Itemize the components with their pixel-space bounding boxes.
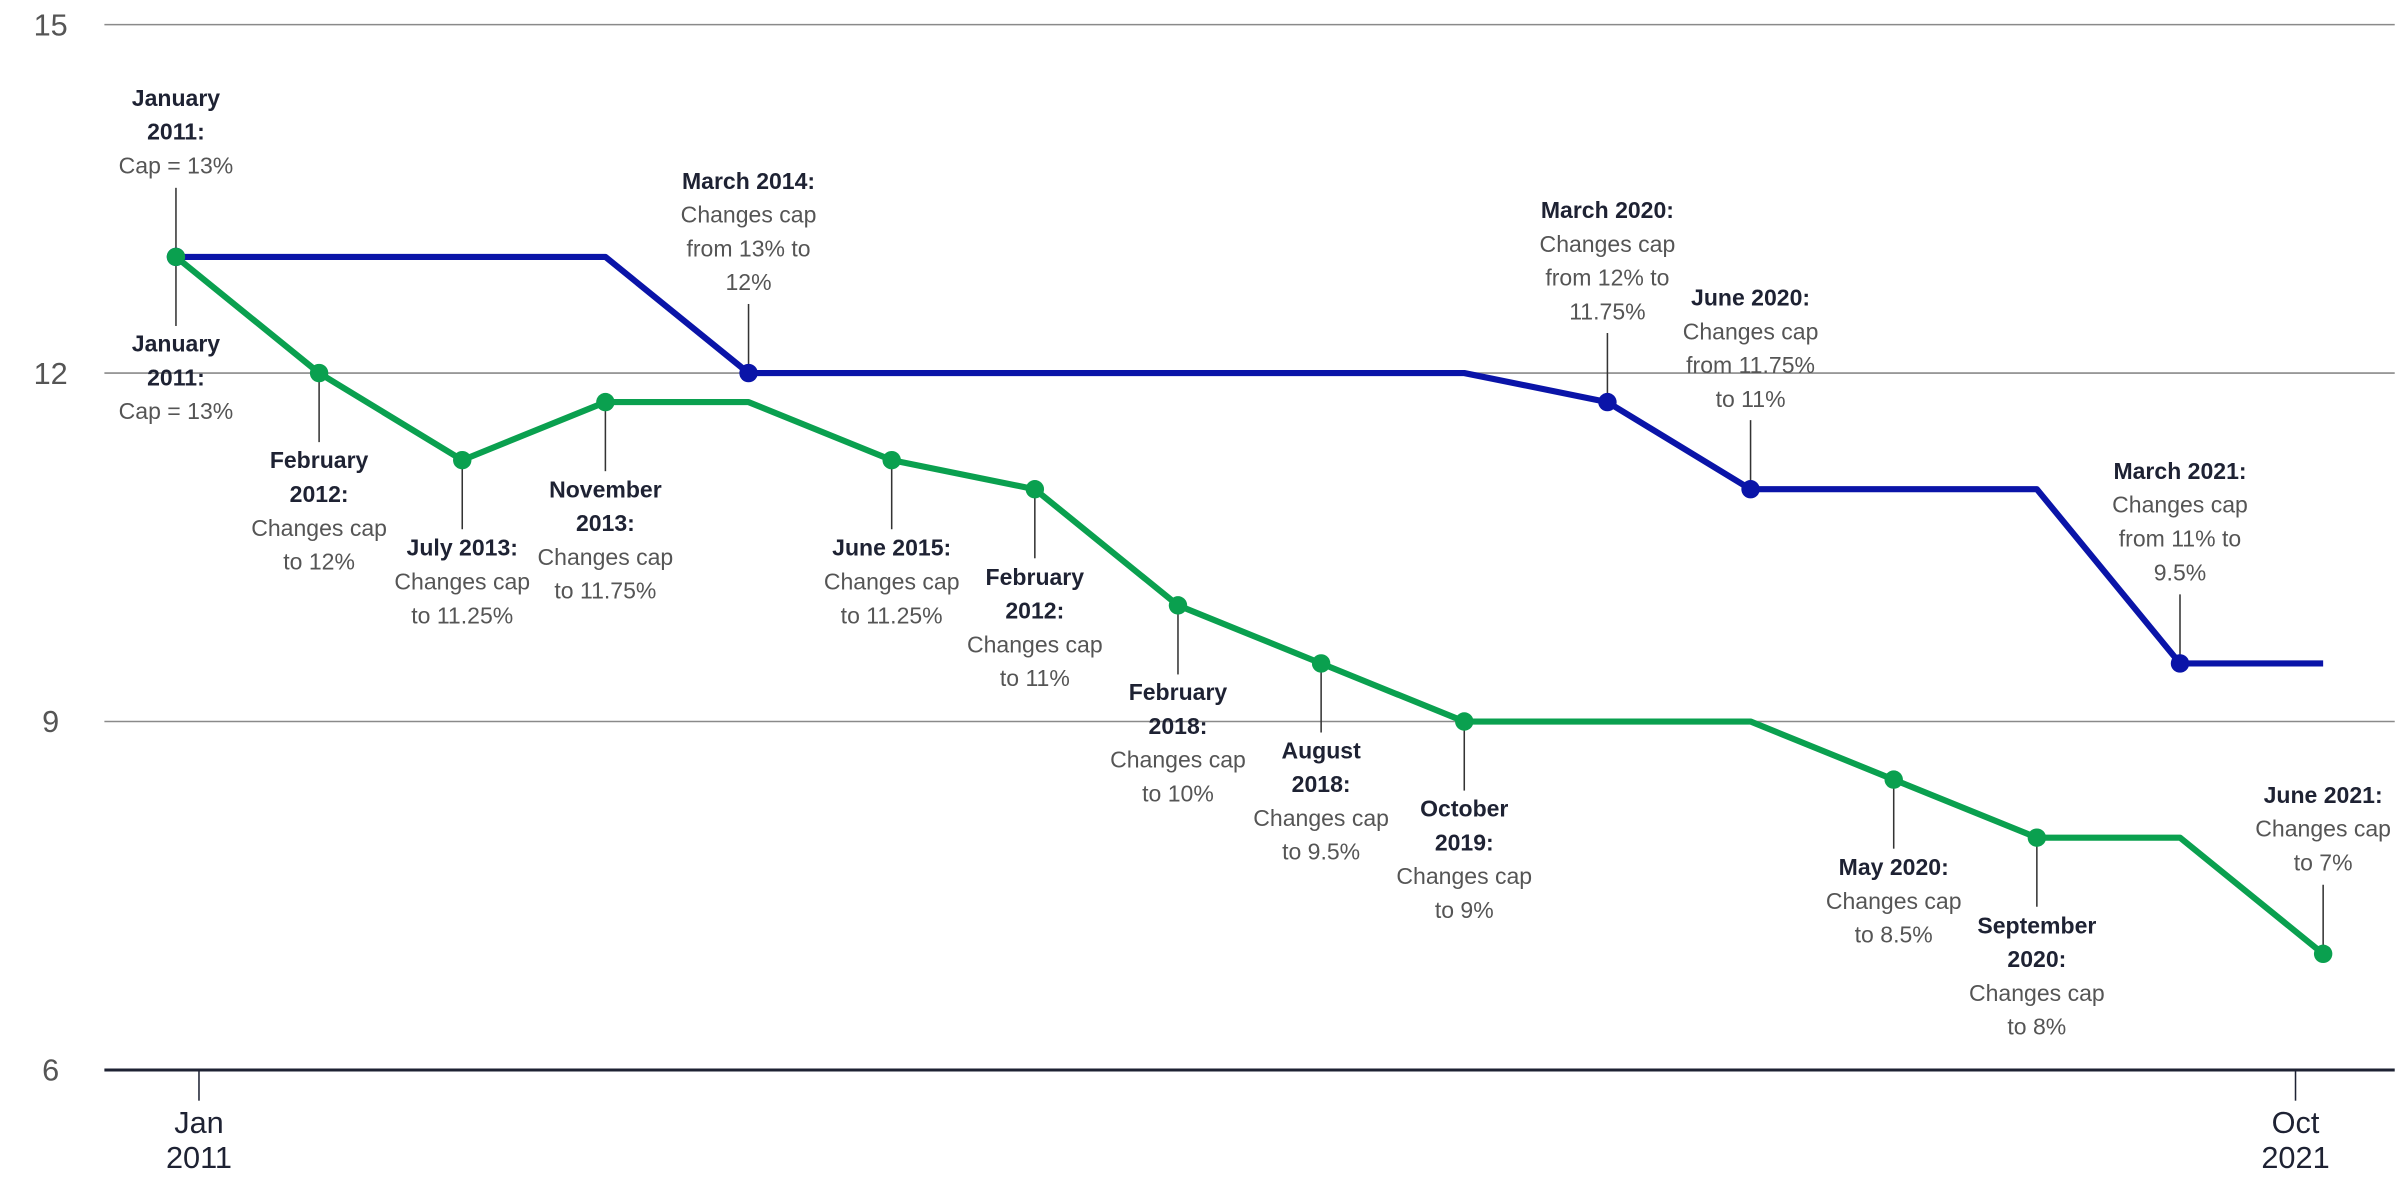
annotation-text: Changes cap to 11% xyxy=(966,631,1103,692)
point xyxy=(2027,828,2047,847)
annotation-box: February 2018: Changes cap to 10% xyxy=(1107,678,1248,893)
annotation-title: February 2012: xyxy=(985,564,1085,625)
annotation-text: Changes cap to 10% xyxy=(1110,748,1246,808)
annotation: January 2011: Cap = 13% xyxy=(105,0,246,185)
annotation-box: June 2020: Changes cap from 11.75% to 11% xyxy=(1680,202,1821,417)
point xyxy=(453,450,472,470)
annotation: June 2015: Changes cap to 11.25% xyxy=(821,532,962,747)
point xyxy=(2170,654,2190,673)
annotation-text: Changes cap from 11.75% to 11% xyxy=(1682,318,1819,413)
annotation-box: July 2013: Changes cap to 11.25% xyxy=(392,532,533,747)
annotation-text: Changes cap to 7% xyxy=(2255,817,2392,878)
annotation: May 2020: Changes cap to 8.5% xyxy=(1823,852,1964,1067)
annotation: January 2011: Cap = 13% xyxy=(105,329,246,544)
annotation-box: November 2013:Changes cap to 11.75% xyxy=(535,474,676,689)
annotation-box: October 2019: Changes cap to 9% xyxy=(1394,794,1535,1009)
annotation-title: June 2020: xyxy=(1691,285,1811,312)
annotation: August 2018: Changes cap to 9.5% xyxy=(1251,736,1392,951)
y-tick-label: 9 xyxy=(42,704,59,739)
annotation: February 2012: Changes cap to 12% xyxy=(248,445,389,660)
annotation-text: Changes cap to 11.25% xyxy=(823,569,960,630)
annotation-box: August 2018: Changes cap to 9.5% xyxy=(1251,736,1392,951)
annotation-title: November 2013: xyxy=(549,477,662,538)
annotation-title: May 2020: xyxy=(1838,854,1949,881)
annotation-box: March 2021: Changes cap from 11% to 9.5% xyxy=(2109,376,2250,591)
annotation-box: May 2020: Changes cap to 8.5% xyxy=(1823,852,1964,1067)
annotation-title: September 2020: xyxy=(1977,912,2097,973)
point xyxy=(1311,654,1331,673)
annotation-box: January 2011: Cap = 13% xyxy=(105,329,246,544)
x-label-box: Oct 2021 xyxy=(2261,1106,2330,1176)
annotation-text: Cap = 13% xyxy=(118,154,234,181)
annotation: February 2012: Changes cap to 11% xyxy=(964,561,1105,776)
annotation-title: February 2012: xyxy=(269,448,369,509)
annotation-title: January 2011: xyxy=(131,86,221,147)
annotation-text: Changes cap to 8% xyxy=(1968,980,2105,1041)
point xyxy=(1168,596,1188,615)
point xyxy=(882,450,901,470)
annotation: March 2020: Changes cap from 12% to 11.75… xyxy=(1537,115,1678,330)
point xyxy=(166,247,186,267)
annotation-title: October 2019: xyxy=(1420,796,1509,857)
point xyxy=(1741,479,1760,499)
annotation: November 2013: Changes cap to 11.75% xyxy=(535,474,676,689)
annotation-title: March 2020: xyxy=(1540,197,1674,225)
annotation-title: June 2021: xyxy=(2263,783,2383,810)
y-tick-label: 15 xyxy=(34,7,68,42)
annotation-text: Changes cap to 11.25% xyxy=(394,569,531,630)
annotation-title: June 2015: xyxy=(832,535,952,562)
annotation-box: March 2014: Changes cap from 13% to 12% xyxy=(678,86,819,301)
point xyxy=(2313,944,2333,964)
annotation-box: January 2011: Cap = 13% xyxy=(105,0,246,185)
annotation-box: March 2020: Changes cap from 12% to 11.75… xyxy=(1537,115,1678,330)
annotation-box: June 2015: Changes cap to 11.25% xyxy=(821,532,962,747)
annotation: June 2020: Changes cap from 11.75% to 11% xyxy=(1680,202,1821,417)
x-label: Jan 2011 xyxy=(165,1106,232,1176)
point xyxy=(1025,479,1045,499)
point xyxy=(1455,712,1474,731)
annotation: June 2021: Changes cap to 7% xyxy=(2253,667,2394,882)
x-label: Oct 2021 xyxy=(2261,1106,2330,1176)
annotation: October 2019: Changes cap to 9% xyxy=(1394,794,1535,1009)
point xyxy=(739,363,758,383)
annotation: February 2018: Changes cap to 10% xyxy=(1107,678,1248,893)
annotation: March 2014: Changes cap from 13% to 12% xyxy=(678,86,819,301)
annotation-text: Changes cap to 9% xyxy=(1396,864,1533,925)
annotation: September 2020: Changes cap to 8% xyxy=(1966,910,2107,1125)
point xyxy=(309,363,329,383)
annotation-box: February 2012:Changes cap to 12% xyxy=(248,445,389,660)
point xyxy=(1884,770,1903,789)
annotation-title: March 2021: xyxy=(2113,459,2247,486)
annotation-text: Changes cap to 12% xyxy=(251,515,387,576)
annotation-text: Changes cap to 9.5% xyxy=(1253,806,1389,867)
annotation-text: Changes cap from 12% to 11.75% xyxy=(1539,231,1676,326)
annotation-box: September 2020: Changes cap to 8% xyxy=(1966,910,2107,1125)
point xyxy=(596,392,615,412)
x-label-box: Jan 2011 xyxy=(165,1106,232,1176)
annotation-title: August 2018: xyxy=(1281,738,1361,799)
series-line xyxy=(175,253,2324,667)
annotation-text: Changes cap from 13% to 12% xyxy=(680,202,817,297)
annotation-title: February 2018: xyxy=(1128,680,1228,741)
annotation-text: Changes cap to 11.75% xyxy=(537,544,674,605)
y-tick-label: 12 xyxy=(34,356,68,391)
annotation-title: March 2014: xyxy=(681,168,816,195)
annotation-title: January 2011: xyxy=(131,332,221,392)
annotation-box: February 2012:Changes cap to 11% xyxy=(964,561,1105,776)
point xyxy=(1598,392,1617,412)
annotation-box: June 2021: Changes cap to 7% xyxy=(2253,667,2394,882)
y-tick-label: 6 xyxy=(42,1053,59,1088)
annotation: July 2013: Changes cap to 11.25% xyxy=(392,532,533,747)
annotation: March 2021: Changes cap from 11% to 9.5% xyxy=(2109,376,2250,591)
annotation-text: Cap = 13% xyxy=(118,399,234,426)
series-line xyxy=(174,254,2326,957)
annotation-text: Changes cap to 8.5% xyxy=(1825,888,1962,949)
annotation-text: Changes cap from 11% to 9.5% xyxy=(2112,493,2248,587)
annotation-title: July 2013: xyxy=(406,535,518,562)
